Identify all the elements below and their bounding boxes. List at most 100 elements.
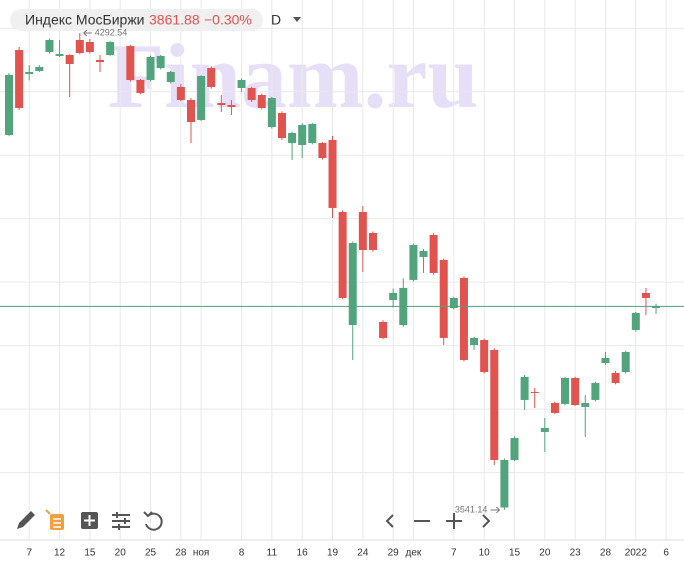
x-tick-label: 7 — [451, 548, 457, 559]
candle-body — [75, 39, 84, 54]
x-tick-label: 11 — [267, 548, 278, 559]
last-price: 3861.88 — [149, 12, 200, 28]
x-tick-label: 6 — [663, 548, 669, 559]
x-tick-label: 10 — [479, 548, 491, 559]
candle-body — [95, 59, 104, 63]
min-label: 3541.14 — [455, 504, 488, 514]
candle-body — [581, 402, 590, 407]
candle-body — [449, 297, 458, 308]
grid — [0, 0, 684, 540]
list-tool[interactable] — [45, 509, 64, 530]
x-tick-label: 19 — [327, 548, 339, 559]
candle-body — [550, 402, 559, 413]
candle-body — [510, 437, 519, 460]
draw-tool[interactable] — [17, 511, 35, 529]
candle-body — [5, 74, 13, 136]
candle-body — [389, 292, 398, 300]
x-tick-label: ноя — [193, 548, 210, 559]
candle-body — [136, 79, 145, 93]
candle-body — [146, 57, 155, 80]
zoom-in[interactable] — [446, 513, 462, 529]
x-tick-label: 15 — [84, 548, 96, 559]
max-label: 4292.54 — [95, 27, 128, 37]
candle-body — [277, 112, 286, 138]
x-tick-label: 29 — [388, 548, 400, 559]
candle-body — [257, 94, 266, 108]
candle-body — [409, 244, 418, 280]
candle-body — [237, 79, 246, 88]
candle-body — [641, 292, 650, 298]
x-tick-label: 7 — [26, 548, 32, 559]
candle-body — [358, 212, 367, 250]
candle-body — [338, 212, 347, 298]
toolbar — [17, 509, 163, 531]
candle-body — [368, 232, 377, 250]
candle-body — [55, 54, 64, 56]
candle-body — [561, 378, 570, 404]
candle-body — [490, 349, 499, 460]
scroll-right[interactable] — [482, 514, 491, 528]
candle-body — [480, 339, 489, 372]
candle-body — [197, 75, 206, 120]
candle-body — [35, 66, 44, 71]
x-tick-label: 28 — [175, 548, 187, 559]
candle-body — [439, 260, 448, 338]
candle-body — [308, 123, 317, 144]
navigation — [385, 513, 491, 529]
x-tick-label: 20 — [539, 548, 551, 559]
candle-body — [328, 139, 337, 208]
x-tick-label: 24 — [357, 548, 369, 559]
candle-body — [156, 55, 165, 68]
interval[interactable]: D — [271, 12, 281, 28]
x-tick-label: 15 — [509, 548, 521, 559]
interval-dropdown[interactable] — [293, 17, 301, 22]
candle-body — [45, 39, 54, 52]
candle-body — [379, 321, 388, 338]
candle-body — [429, 234, 438, 273]
candle-body — [15, 50, 24, 108]
candle-body — [166, 71, 175, 83]
candle-body — [267, 98, 276, 128]
max-arrow — [83, 29, 92, 37]
index-title: Индекс МосБиржи — [25, 12, 145, 28]
candle-body — [207, 67, 216, 87]
min-arrow — [490, 506, 501, 514]
candle-body — [217, 103, 226, 105]
candle-body — [520, 376, 529, 400]
candle-body — [288, 132, 297, 144]
candle-body — [318, 143, 327, 158]
scroll-left[interactable] — [385, 514, 394, 528]
x-tick-label: 2022 — [625, 548, 648, 559]
candle-body — [227, 104, 236, 107]
candle-body — [652, 306, 661, 308]
x-tick-label: 16 — [297, 548, 309, 559]
candle-body — [500, 459, 509, 508]
x-tick-label: 12 — [54, 548, 66, 559]
candle-body — [247, 87, 256, 100]
x-tick-label: 23 — [570, 548, 582, 559]
candle-body — [571, 378, 580, 405]
candle-body — [65, 54, 74, 64]
candle-body — [298, 124, 307, 145]
candle-body — [601, 358, 610, 364]
candle-body — [470, 337, 479, 345]
candle-body — [348, 242, 357, 326]
undo-tool[interactable] — [143, 511, 163, 531]
x-tick-label: дек — [406, 548, 422, 559]
candle-body — [25, 71, 34, 74]
candle-body — [106, 42, 115, 55]
candle-body — [591, 383, 600, 400]
watermark: Finam.ru — [108, 25, 479, 127]
candle-body — [530, 391, 539, 393]
change: −0.30% — [204, 12, 252, 28]
x-tick-label: 28 — [600, 548, 612, 559]
x-tick-label: 8 — [239, 548, 245, 559]
header-pill — [10, 9, 263, 31]
add-indicator[interactable] — [81, 512, 98, 529]
candle-body — [621, 351, 630, 372]
candle-body — [176, 86, 185, 100]
candle-body — [631, 313, 640, 330]
settings-tool[interactable] — [112, 512, 130, 530]
candle-body — [186, 99, 195, 123]
